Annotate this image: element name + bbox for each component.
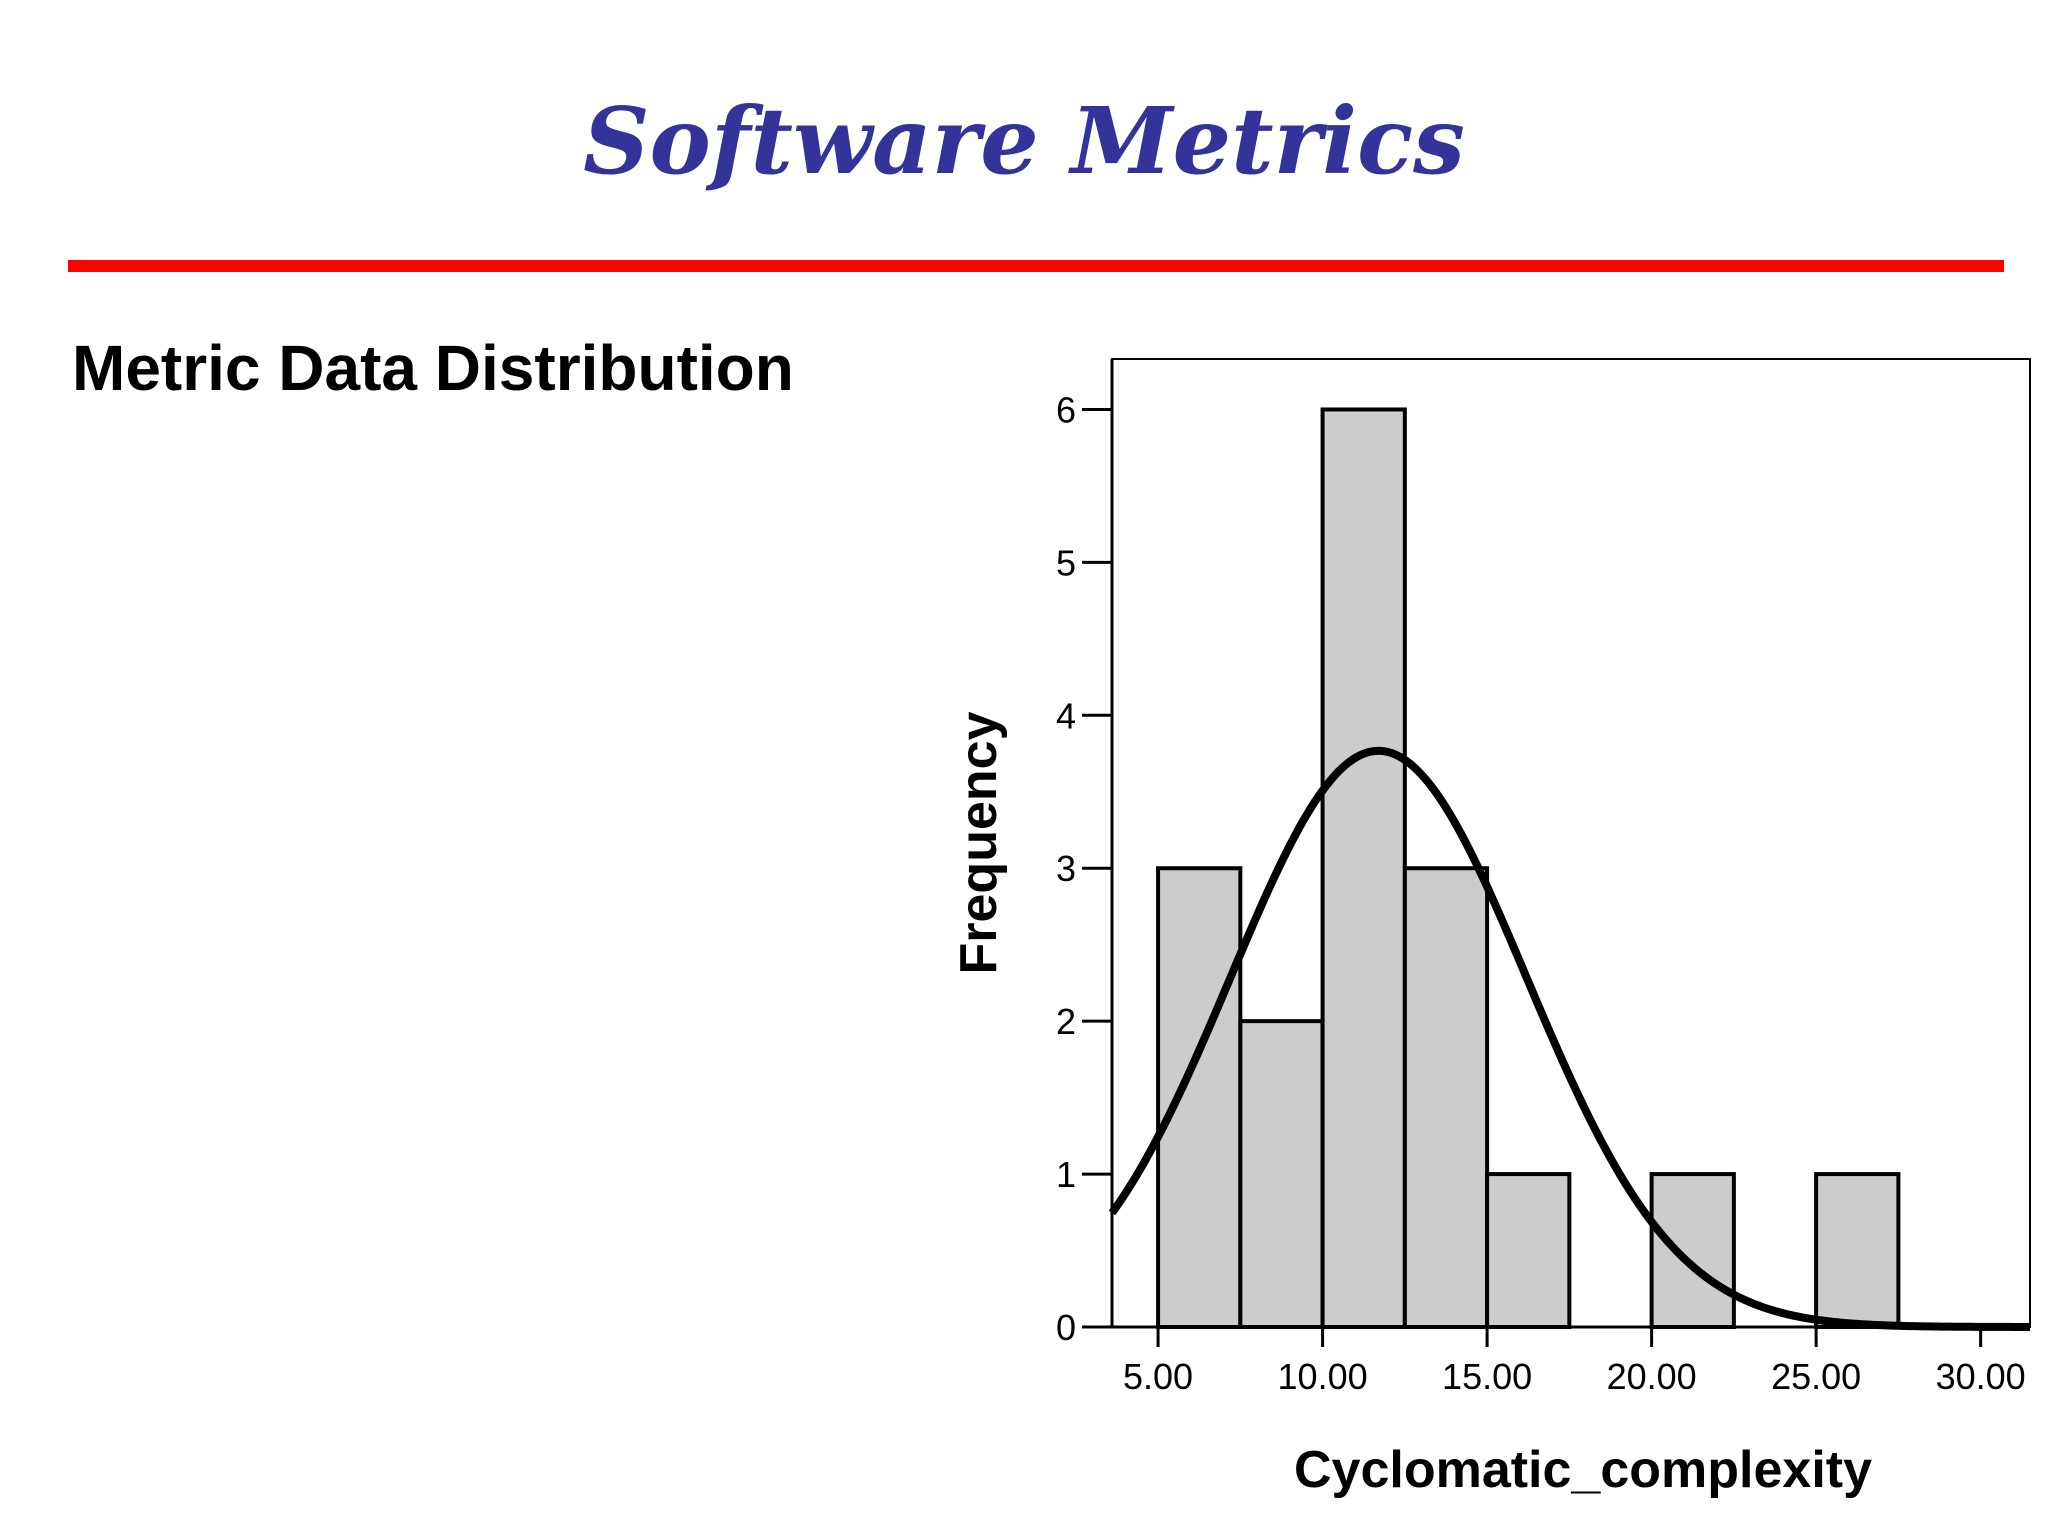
y-tick-label: 0 xyxy=(1056,1307,1076,1348)
title-divider xyxy=(68,260,2004,272)
histogram-bar xyxy=(1649,1172,1736,1329)
x-tick-label: 15.00 xyxy=(1442,1356,1532,1397)
x-axis-ticks: 5.00 10.00 15.00 20.00 25.00 30.00 xyxy=(1123,1327,2026,1397)
histogram-bars xyxy=(1156,407,1901,1330)
slide-title: Software Metrics xyxy=(583,87,1465,195)
x-tick-label: 5.00 xyxy=(1123,1356,1193,1397)
normal-curve xyxy=(1108,746,2031,1331)
y-tick-label: 1 xyxy=(1056,1154,1076,1195)
y-tick-label: 4 xyxy=(1056,695,1076,736)
y-tick-label: 6 xyxy=(1056,389,1076,430)
x-tick-label: 30.00 xyxy=(1936,1356,2026,1397)
section-heading: Metric Data Distribution xyxy=(72,332,794,404)
x-axis-title: Cyclomatic_complexity xyxy=(1294,1441,1872,1499)
y-tick-label: 3 xyxy=(1056,848,1076,889)
x-tick-label: 20.00 xyxy=(1607,1356,1697,1397)
y-tick-label: 5 xyxy=(1056,542,1076,583)
y-axis-ticks: 0 1 2 3 4 5 6 xyxy=(1056,389,1112,1348)
histogram-bar xyxy=(1402,866,1490,1329)
histogram-bar xyxy=(1814,1172,1901,1329)
x-tick-label: 10.00 xyxy=(1278,1356,1368,1397)
x-tick-label: 25.00 xyxy=(1771,1356,1861,1397)
y-tick-label: 2 xyxy=(1056,1001,1076,1042)
histogram-bar xyxy=(1156,866,1243,1329)
histogram-bar xyxy=(1485,1172,1572,1329)
histogram-bar xyxy=(1238,1019,1325,1330)
y-axis-title: Frequency xyxy=(950,711,1008,974)
histogram-bar xyxy=(1320,407,1407,1329)
